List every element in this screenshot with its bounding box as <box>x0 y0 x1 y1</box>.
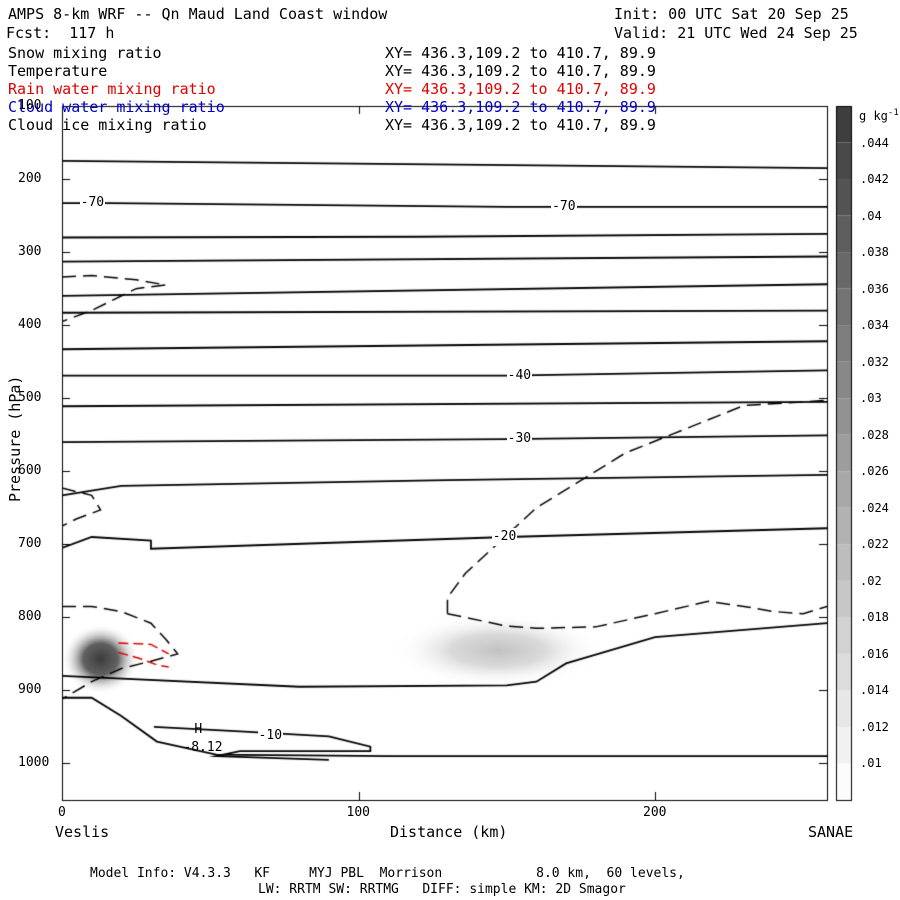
field-name-snow: Snow mixing ratio <box>8 44 162 62</box>
colorbar-tick-label: .032 <box>860 354 889 369</box>
field-xy-rain: XY= 436.3,109.2 to 410.7, 89.9 <box>385 80 656 98</box>
y-tick-label: 300 <box>18 244 42 260</box>
x-tick-label: 100 <box>346 805 370 820</box>
endpoint-left-label: Veslis <box>55 823 110 841</box>
colorbar-tick-label: .04 <box>860 208 882 223</box>
colorbar-tick-label: .038 <box>860 245 889 260</box>
y-tick-label: 200 <box>18 171 42 187</box>
y-tick-label: 1000 <box>18 755 50 771</box>
isotherm-label: -30 <box>506 430 533 449</box>
isotherm-label: -10 <box>257 727 284 746</box>
y-tick-label: 800 <box>18 609 42 625</box>
surface-high-mark: H <box>194 722 203 738</box>
colorbar-tick-label: .042 <box>860 172 889 187</box>
colorbar-tick-label: .024 <box>860 500 889 515</box>
colorbar-units: g kg-1 <box>859 108 899 123</box>
y-tick-label: 500 <box>18 390 42 406</box>
x-tick-label: 200 <box>643 805 667 820</box>
colorbar-tick-label: .01 <box>860 756 882 771</box>
field-xy-snow: XY= 436.3,109.2 to 410.7, 89.9 <box>385 44 656 62</box>
y-tick-label: 600 <box>18 463 42 479</box>
y-tick-label: 100 <box>18 98 42 113</box>
field-name-temperature: Temperature <box>8 62 108 80</box>
y-tick-label: 400 <box>18 317 42 333</box>
valid-time: Valid: 21 UTC Wed 24 Sep 25 <box>614 24 858 42</box>
colorbar-tick-label: .018 <box>860 610 889 625</box>
x-axis-label: Distance (km) <box>390 823 508 841</box>
y-tick-label: 900 <box>18 682 42 698</box>
colorbar-tick-label: .03 <box>860 391 882 406</box>
colorbar-tick-label: .028 <box>860 427 889 442</box>
chart-title: AMPS 8-km WRF -- Qn Maud Land Coast wind… <box>8 5 388 23</box>
colorbar-tick-label: .026 <box>860 464 889 479</box>
field-name-cloud-water: Cloud water mixing ratio <box>8 98 225 116</box>
colorbar-tick-label: .044 <box>860 135 889 150</box>
colorbar-tick-label: .034 <box>860 318 889 333</box>
forecast-hour: Fcst: 117 h <box>6 24 115 42</box>
y-tick-label: 700 <box>18 536 42 552</box>
init-time: Init: 00 UTC Sat 20 Sep 25 <box>614 5 849 23</box>
model-info-line1: Model Info: V4.3.3 KF MYJ PBL Morrison 8… <box>90 866 685 881</box>
field-name-cloud-ice: Cloud ice mixing ratio <box>8 116 207 134</box>
colorbar-tick-label: .014 <box>860 683 889 698</box>
field-xy-temperature: XY= 436.3,109.2 to 410.7, 89.9 <box>385 62 656 80</box>
field-xy-cloud-ice: XY= 436.3,109.2 to 410.7, 89.9 <box>385 116 656 134</box>
colorbar-tick-label: .016 <box>860 646 889 661</box>
colorbar-tick-label: .022 <box>860 537 889 552</box>
isotherm-label: -40 <box>506 366 533 385</box>
x-tick-label: 0 <box>58 805 66 820</box>
colorbar-tick-label: .012 <box>860 719 889 734</box>
model-info-line2: LW: RRTM SW: RRTMG DIFF: simple KM: 2D S… <box>258 882 626 897</box>
isotherm-label: -70 <box>79 194 106 213</box>
surface-high-value: -8.12 <box>183 740 223 756</box>
colorbar-tick-label: .02 <box>860 573 882 588</box>
endpoint-right-label: SANAE <box>808 823 854 841</box>
field-xy-cloud-water: XY= 436.3,109.2 to 410.7, 89.9 <box>385 98 656 116</box>
field-name-rain: Rain water mixing ratio <box>8 80 216 98</box>
colorbar-tick-label: .036 <box>860 281 889 296</box>
isotherm-label: -70 <box>551 197 577 216</box>
isotherm-label: -20 <box>491 528 518 546</box>
